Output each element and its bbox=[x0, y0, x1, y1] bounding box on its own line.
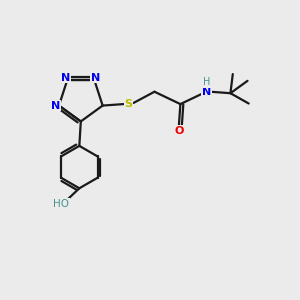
Text: S: S bbox=[124, 99, 133, 109]
Text: N: N bbox=[61, 73, 70, 82]
Text: O: O bbox=[174, 126, 184, 136]
Text: N: N bbox=[51, 100, 60, 111]
Text: HO: HO bbox=[53, 199, 69, 208]
Text: N: N bbox=[91, 73, 101, 82]
Text: H: H bbox=[203, 77, 211, 87]
Text: N: N bbox=[202, 87, 211, 97]
